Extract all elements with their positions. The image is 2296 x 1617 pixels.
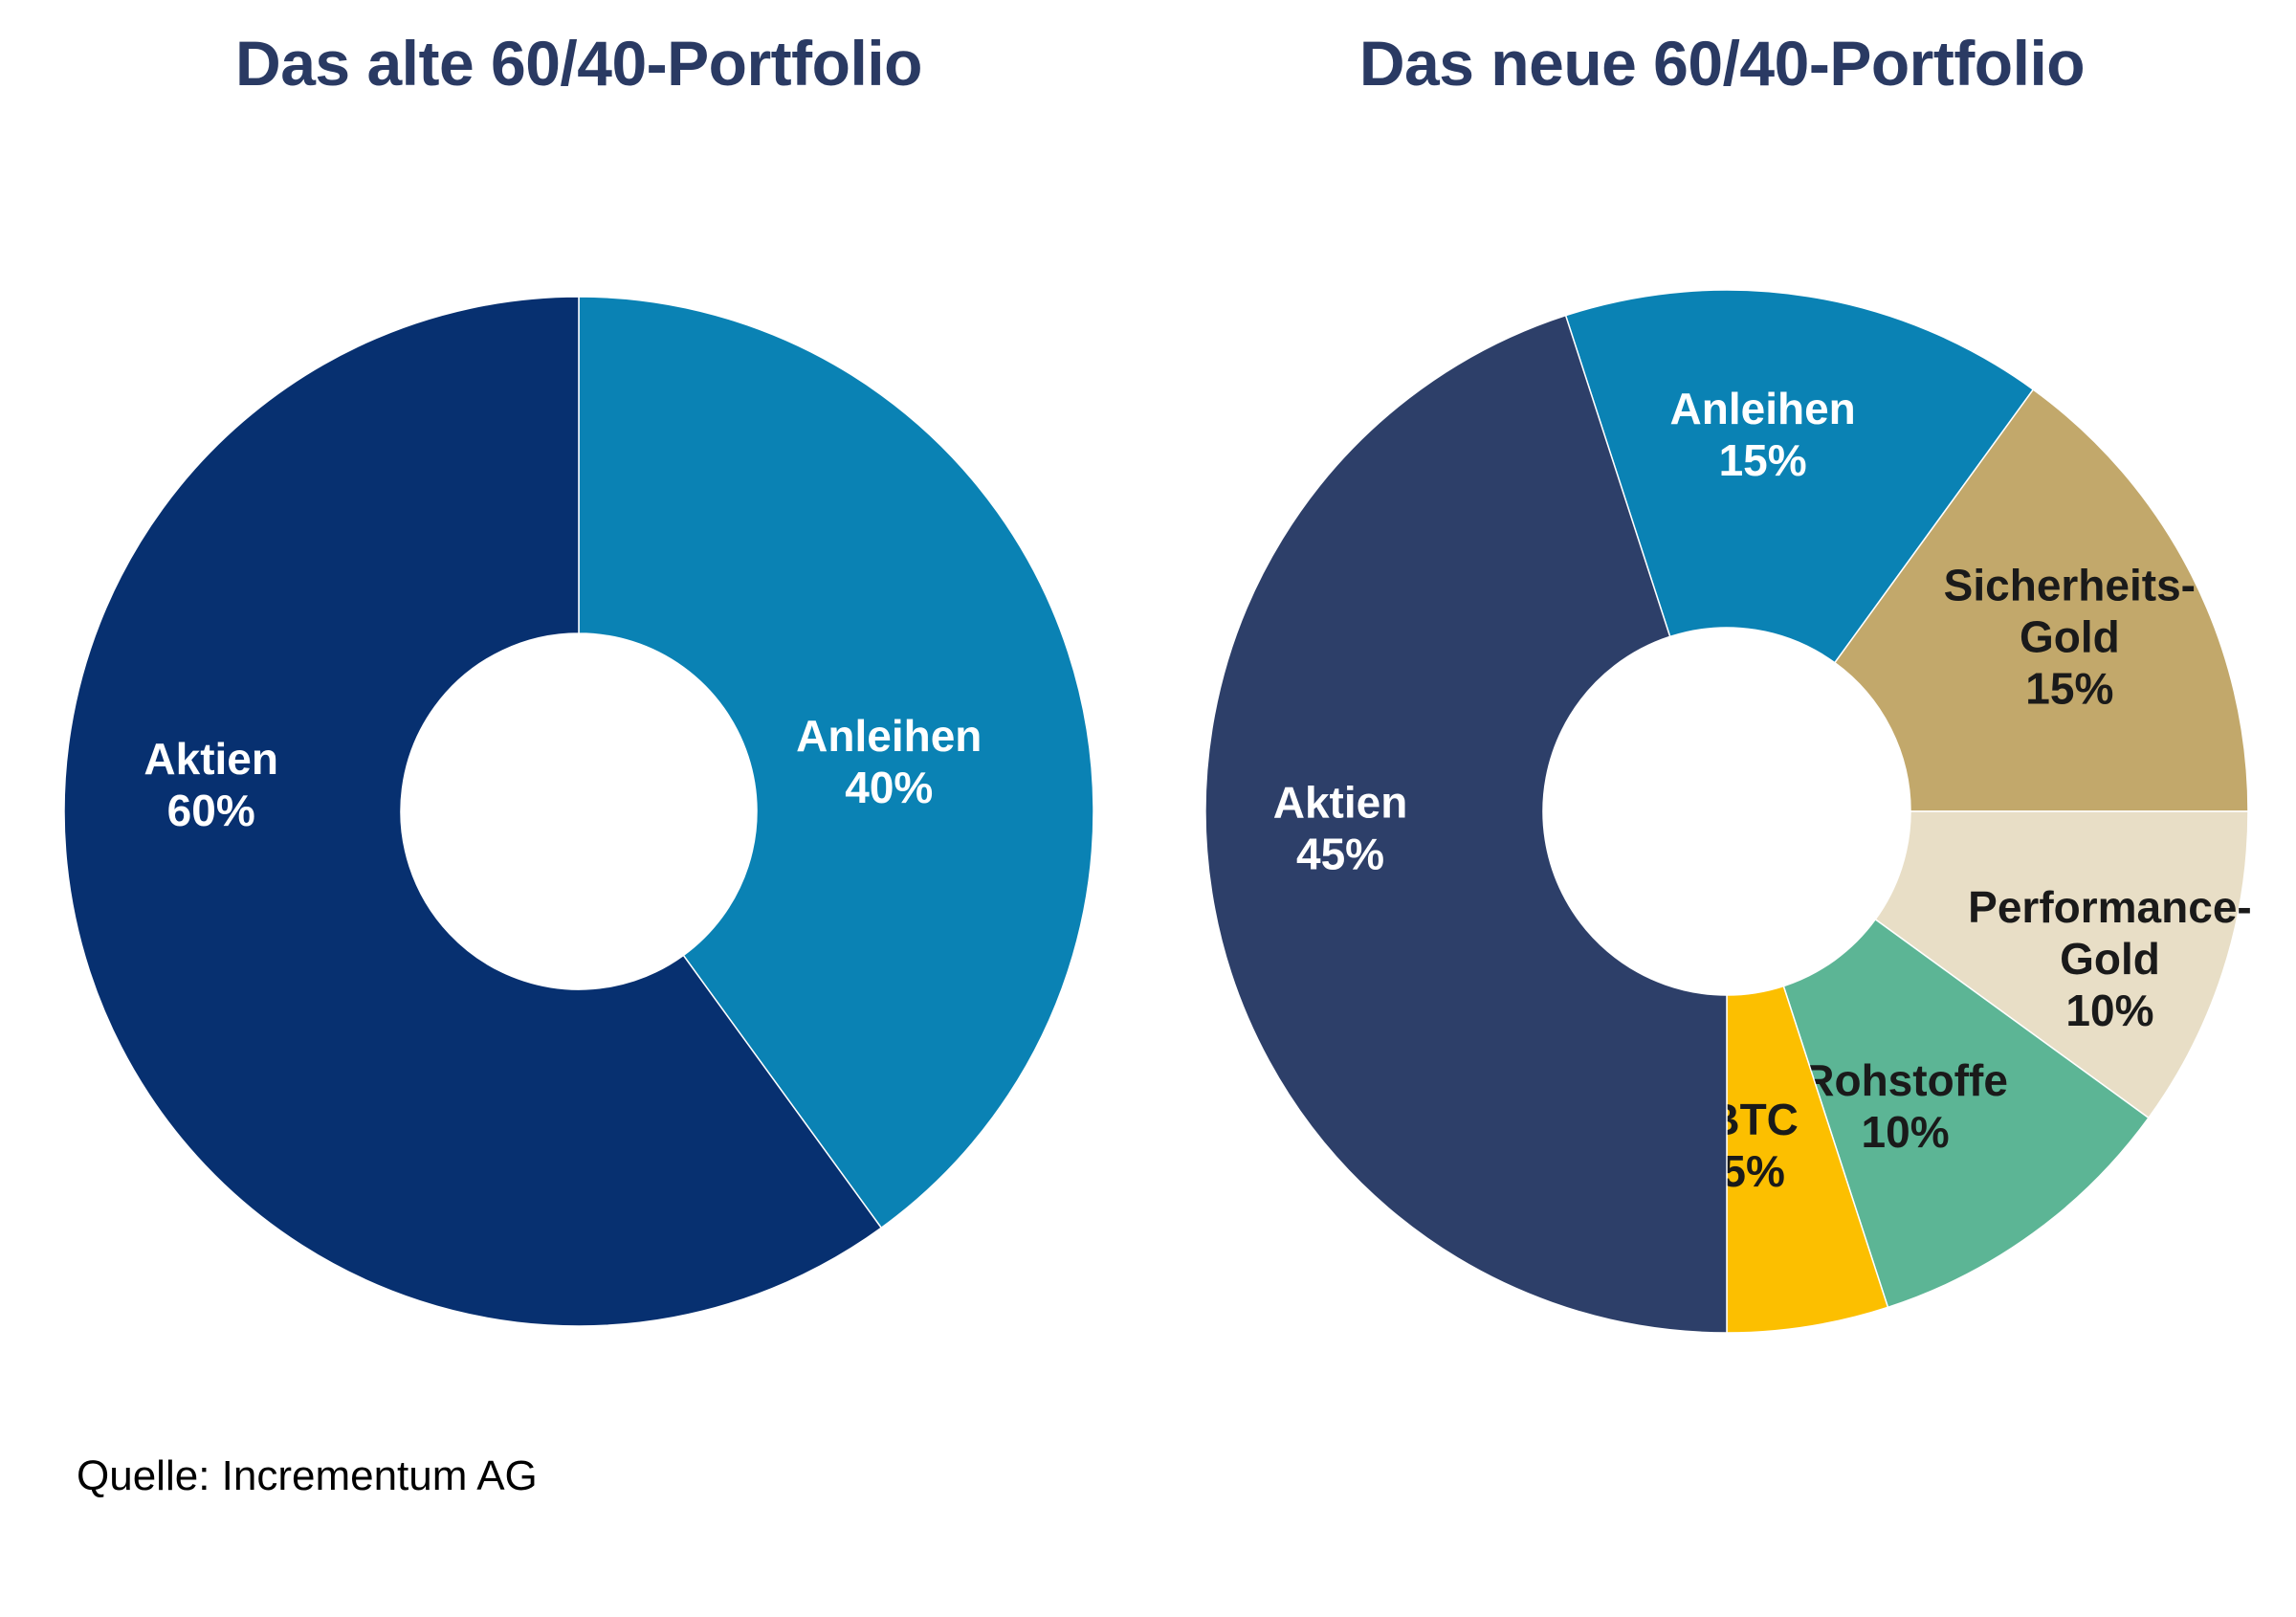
slice-value-anleihen: 40% — [845, 763, 933, 812]
slice-name-rohstoffe: Rohstoffe — [1802, 1055, 2008, 1105]
slice-rohstoffe-1 — [1782, 918, 2150, 1309]
slice-value-aktien: 60% — [167, 786, 255, 835]
slice-name-aktien: Aktien — [1273, 778, 1408, 828]
slice-name-aktien: Aktien — [144, 734, 278, 784]
slice-value-sicherheits-gold: 15% — [2025, 664, 2113, 714]
slice-value-rohstoffe: 10% — [1862, 1107, 1950, 1157]
slice-label-anleihen-0: Anleihen 40% — [796, 711, 982, 812]
slice-label-aktien-1: Aktien 45% — [1273, 778, 1408, 879]
slice-aktien-0 — [63, 296, 883, 1327]
chart-title-new: Das neue 60/40-Portfolio — [1358, 28, 2086, 99]
slice-label-sicherheits-gold-1: Sicherheits-Gold 15% — [1944, 561, 2196, 714]
source-note: Quelle: Incrementum AG — [77, 1452, 538, 1499]
donut-chart-old: Anleihen 40% Aktien 60% — [63, 296, 1094, 1327]
chart-new-portfolio: Das neue 60/40-Portfolio Anleihen 15% Sich… — [1148, 0, 2296, 1435]
slice-anleihen-1 — [1564, 289, 2035, 664]
slice-aktien-1 — [1204, 314, 1728, 1334]
slice-name-sicherheits-gold: Gold — [2020, 612, 2120, 662]
slice-label-aktien-0: Aktien 60% — [144, 734, 278, 835]
slice-label-anleihen-1: Anleihen 15% — [1670, 384, 1856, 485]
slice-label-performance-gold-1: Performance-Gold 10% — [1968, 882, 2252, 1035]
slice-value-aktien: 45% — [1296, 830, 1384, 879]
slice-name-sicherheits-gold: Sicherheits- — [1944, 561, 2196, 610]
slice-name-anleihen: Anleihen — [1670, 384, 1856, 433]
slice-label-rohstoffe-1: Rohstoffe 10% — [1802, 1055, 2008, 1157]
slice-name-performance-gold: Performance- — [1968, 882, 2252, 932]
slice-anleihen-0 — [578, 296, 1094, 1229]
slice-name-anleihen: Anleihen — [796, 711, 982, 761]
slice-value-anleihen: 15% — [1719, 435, 1807, 485]
slice-value-btc: 5% — [1721, 1146, 1784, 1196]
chart-title-old: Das alte 60/40-Portfolio — [235, 28, 922, 99]
slice-name-performance-gold: Gold — [2060, 934, 2160, 984]
chart-old-portfolio: Das alte 60/40-Portfolio Anleihen 40% Akti… — [0, 0, 1148, 1435]
slice-performance-gold-1 — [1874, 810, 2249, 1119]
donut-chart-new: Anleihen 15%Sicherheits-Gold 15%Performanc… — [1204, 289, 2252, 1334]
slice-sicherheits-gold-1 — [1833, 388, 2249, 812]
slice-value-performance-gold: 10% — [2065, 986, 2153, 1035]
